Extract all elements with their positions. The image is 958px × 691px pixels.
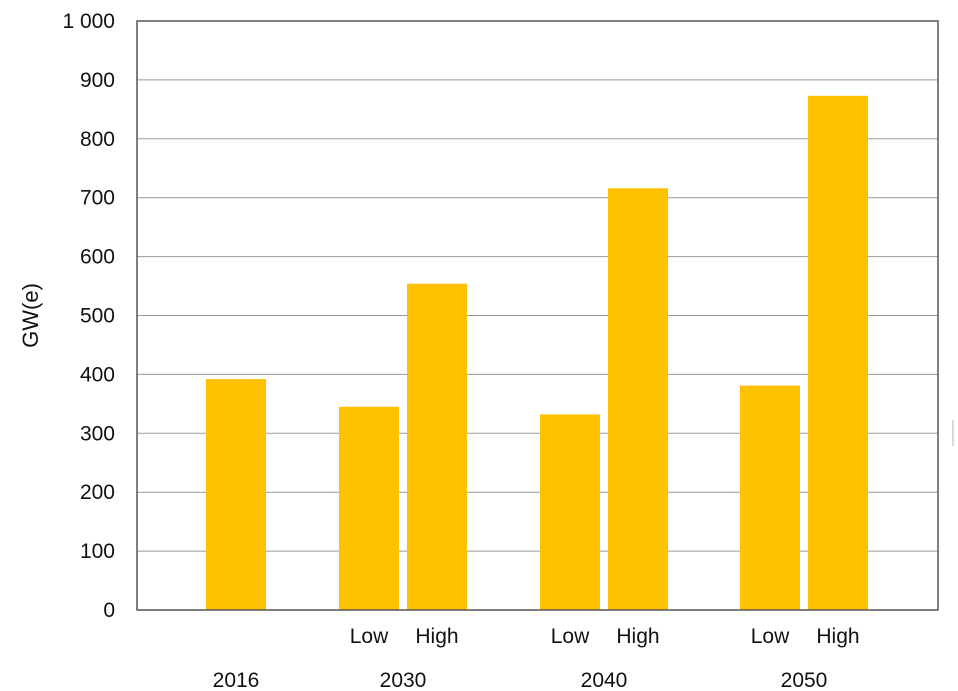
y-tick-label: 0	[103, 599, 115, 622]
y-axis-label: GW(e)	[18, 283, 43, 348]
bar-2040-high	[608, 188, 668, 610]
y-tick-label: 1 000	[62, 10, 115, 33]
bar-2030-low	[339, 406, 399, 610]
y-tick-labels: 0 100 200 300 400 500 600 700 800 900 1 000	[62, 10, 115, 622]
bar-2016	[206, 379, 266, 610]
y-tick-label: 600	[80, 246, 115, 269]
y-tick-label: 500	[80, 305, 115, 328]
bar-2040-low	[540, 414, 600, 610]
bar-label: Low	[751, 625, 790, 648]
bar-2050-high	[808, 95, 868, 611]
y-tick-label: 300	[80, 422, 115, 445]
plot-frame	[136, 20, 939, 611]
bars	[206, 95, 868, 611]
y-tick-label: 700	[80, 187, 115, 210]
group-label: 2040	[581, 669, 628, 691]
y-tick-label: 100	[80, 540, 115, 563]
group-label: 2030	[380, 669, 427, 691]
group-label: 2016	[213, 669, 260, 691]
bar-labels: Low High Low High Low High	[350, 625, 860, 648]
y-tick-label: 400	[80, 363, 115, 386]
bar-label: High	[816, 625, 859, 648]
edge-marker	[952, 420, 954, 446]
y-tick-label: 800	[80, 128, 115, 151]
bar-label: High	[616, 625, 659, 648]
bar-2050-low	[740, 385, 800, 610]
grid-lines	[137, 79, 938, 552]
bar-label: Low	[350, 625, 389, 648]
y-tick-label: 900	[80, 69, 115, 92]
bar-label: High	[415, 625, 458, 648]
bar-2030-high	[407, 283, 467, 610]
y-tick-label: 200	[80, 481, 115, 504]
bar-label: Low	[551, 625, 590, 648]
group-labels: 2016 2030 2040 2050	[213, 669, 828, 691]
group-label: 2050	[781, 669, 828, 691]
